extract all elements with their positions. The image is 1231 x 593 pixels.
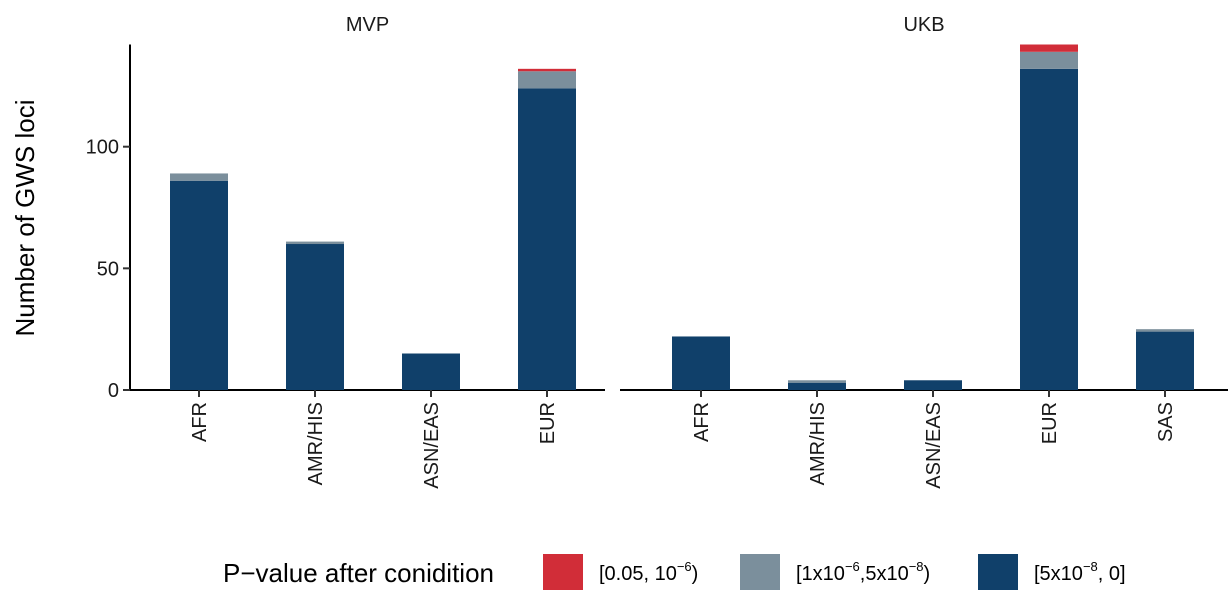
y-tick-label: 50 bbox=[97, 258, 119, 280]
x-tick-label: ASN/EAS bbox=[421, 402, 443, 489]
legend-swatch bbox=[543, 554, 583, 590]
bar-ukb-eur-p1 bbox=[1020, 44, 1078, 52]
x-tick-label: EUR bbox=[537, 402, 559, 444]
bar-mvp-eur-p1 bbox=[518, 68, 576, 72]
bar-ukb-sas-p3 bbox=[1136, 331, 1194, 390]
legend-entry-p1: [0.05, 10−6) bbox=[543, 554, 698, 590]
x-tick-label: AFR bbox=[189, 402, 211, 442]
x-tick-label: EUR bbox=[1039, 402, 1061, 444]
facet-title: UKB bbox=[903, 14, 944, 36]
legend-entry-p3: [5x10−8, 0] bbox=[978, 554, 1126, 590]
x-tick-label: SAS bbox=[1155, 402, 1177, 442]
bar-ukb-amr-his-p3 bbox=[788, 382, 846, 390]
bar-mvp-eur-p3 bbox=[518, 88, 576, 390]
bar-mvp-asn-eas-p3 bbox=[402, 353, 460, 390]
x-tick-label: AMR/HIS bbox=[305, 402, 327, 485]
legend-entry-p2: [1x10−6,5x10−8) bbox=[740, 554, 930, 590]
x-tick-label: AFR bbox=[691, 402, 713, 442]
bar-mvp-afr-p3 bbox=[170, 180, 228, 390]
legend-swatch bbox=[978, 554, 1018, 590]
bar-mvp-afr-p2 bbox=[170, 173, 228, 181]
y-axis-title: Number of GWS loci bbox=[10, 100, 40, 337]
bar-ukb-sas-p2 bbox=[1136, 329, 1194, 332]
legend-label: [1x10−6,5x10−8) bbox=[796, 559, 930, 585]
bar-ukb-amr-his-p2 bbox=[788, 380, 846, 383]
bar-mvp-amr-his-p2 bbox=[286, 241, 344, 245]
bar-ukb-asn-eas-p3 bbox=[904, 380, 962, 390]
facet-panel-mvp: MVP 0 50 100 AFR AMR/HIS ASN/EAS EUR bbox=[86, 14, 605, 489]
legend-swatch bbox=[740, 554, 780, 590]
y-tick-label: 0 bbox=[108, 380, 119, 402]
y-tick-label: 100 bbox=[86, 137, 119, 159]
facet-panel-ukb: UKB AFR AMR/HIS ASN/EAS EUR SAS bbox=[620, 14, 1228, 489]
facet-title: MVP bbox=[346, 14, 389, 36]
x-tick-label: AMR/HIS bbox=[807, 402, 829, 485]
x-tick-label: ASN/EAS bbox=[923, 402, 945, 489]
legend-label: [0.05, 10−6) bbox=[599, 559, 698, 585]
legend-label: [5x10−8, 0] bbox=[1034, 559, 1126, 585]
bar-ukb-eur-p2 bbox=[1020, 51, 1078, 69]
bar-mvp-eur-p2 bbox=[518, 71, 576, 89]
legend-title: P−value after conidition bbox=[223, 558, 494, 588]
bar-ukb-afr-p3 bbox=[672, 336, 730, 390]
bar-mvp-amr-his-p3 bbox=[286, 244, 344, 390]
bar-ukb-eur-p3 bbox=[1020, 68, 1078, 390]
legend: P−value after conidition [0.05, 10−6) [1x… bbox=[223, 554, 1126, 590]
